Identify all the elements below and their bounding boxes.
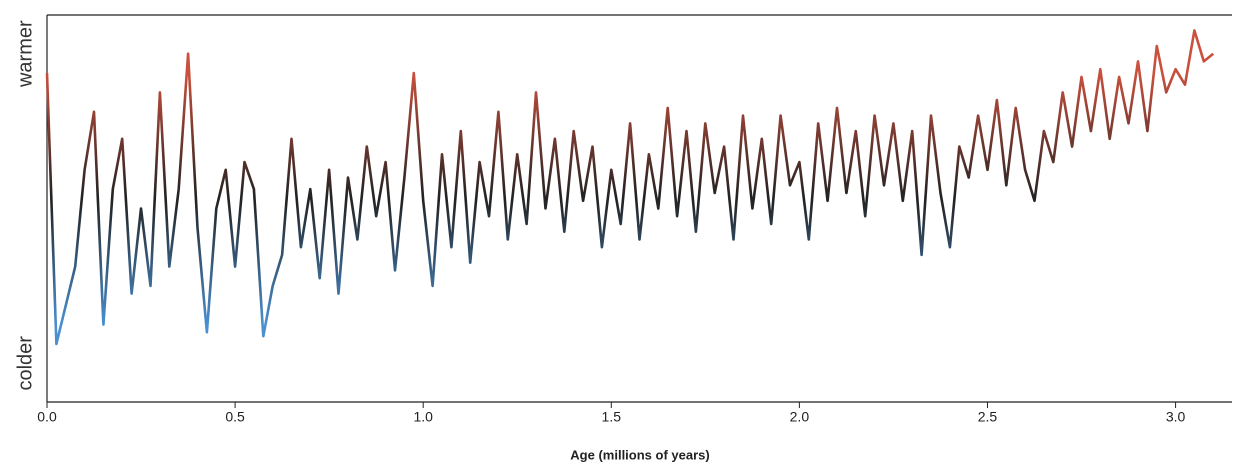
x-tick-label: 1.0	[413, 409, 433, 425]
x-tick-label: 2.5	[978, 409, 998, 425]
x-tick-label: 3.0	[1166, 409, 1186, 425]
temperature-line	[45, 29, 1215, 346]
x-tick-label: 0.0	[37, 409, 57, 425]
y-tick-label: colder	[14, 336, 36, 391]
x-tick-label: 0.5	[225, 409, 245, 425]
x-tick-label: 2.0	[790, 409, 810, 425]
y-tick-label: warmer	[14, 20, 36, 88]
x-tick-label: 1.5	[602, 409, 622, 425]
x-axis-label: Age (millions of years)	[570, 447, 709, 462]
